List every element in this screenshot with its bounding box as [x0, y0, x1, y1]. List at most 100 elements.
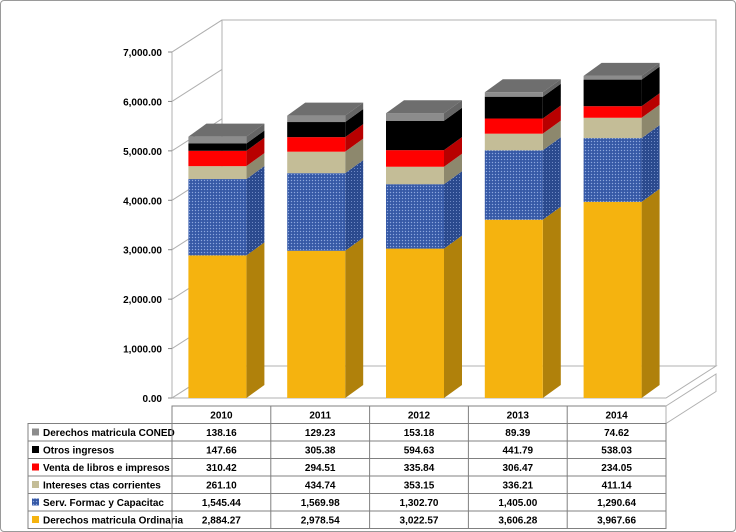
data-value: 147.66 — [206, 446, 237, 457]
bar-top-2012 — [386, 100, 462, 114]
data-value: 89.39 — [505, 428, 530, 439]
data-table: 2010 2011 2012 2013 2014 Derechos matricula C… — [27, 373, 717, 529]
bar-side-intereses-ctas-corrientes — [641, 104, 660, 139]
bar-side-serv-formac-y-capacitac — [542, 137, 561, 220]
data-value: 538.03 — [601, 446, 632, 457]
data-value: 305.38 — [305, 446, 336, 457]
bar-side-derechos-matricula-ordinaria — [444, 235, 462, 398]
bar-2011-intereses-ctas-corrientes — [287, 151, 346, 174]
bar-2013-serv-formac-y-capacitac — [484, 150, 543, 220]
data-value: 153.18 — [404, 428, 435, 439]
data-value: 335.84 — [404, 463, 435, 474]
data-value: 434.74 — [305, 481, 336, 492]
y-tick-label: 1,000.00 — [123, 345, 162, 356]
bar-top-2013 — [484, 79, 561, 93]
bar-2010-intereses-ctas-corrientes — [188, 166, 247, 180]
bar-side-derechos-matricula-ordinaria — [641, 188, 660, 398]
bar-stack-2014 — [583, 62, 660, 398]
category-label: 2012 — [408, 411, 431, 422]
legend-label: Derechos matricula CONED — [43, 428, 175, 439]
bar-2014-derechos-matricula-coned — [583, 75, 642, 80]
bar-2012-serv-formac-y-capacitac — [386, 184, 444, 249]
bar-2010-otros-ingresos — [188, 143, 247, 151]
bar-side-venta-de-libros-e-impresos — [246, 137, 265, 167]
bar-2014-intereses-ctas-corrientes — [583, 117, 642, 139]
bar-2012-intereses-ctas-corrientes — [386, 166, 444, 185]
bar-stack-2010 — [188, 123, 265, 398]
y-grid-line — [171, 69, 223, 102]
bar-2011-venta-de-libros-e-impresos — [287, 137, 346, 152]
bar-2013-venta-de-libros-e-impresos — [484, 118, 543, 134]
data-value: 294.51 — [305, 463, 336, 474]
data-value: 2,884.27 — [202, 516, 241, 527]
category-label: 2013 — [507, 411, 530, 422]
bar-side-otros-ingresos — [246, 130, 265, 151]
bar-side-derechos-matricula-coned — [246, 123, 265, 144]
bar-2011-derechos-matricula-ordinaria — [287, 250, 346, 398]
bar-side-intereses-ctas-corrientes — [345, 138, 364, 174]
bar-side-otros-ingresos — [345, 109, 364, 138]
bar-side-otros-ingresos — [444, 107, 462, 151]
bar-2011-serv-formac-y-capacitac — [287, 173, 346, 251]
bar-2011-derechos-matricula-coned — [287, 115, 346, 123]
data-value: 1,545.44 — [202, 498, 241, 509]
bar-side-derechos-matricula-ordinaria — [345, 237, 364, 398]
data-value: 2,978.54 — [301, 516, 340, 527]
bar-side-intereses-ctas-corrientes — [444, 153, 462, 185]
bar-stack-2013 — [484, 79, 561, 398]
y-tick-label: 3,000.00 — [123, 246, 162, 257]
legend-swatch — [32, 516, 39, 523]
bar-side-derechos-matricula-coned — [444, 100, 462, 121]
bar-2010-derechos-matricula-ordinaria — [188, 255, 247, 398]
y-tick-label: 0.00 — [143, 394, 163, 405]
bar-side-derechos-matricula-ordinaria — [542, 206, 561, 398]
bar-2010-serv-formac-y-capacitac — [188, 179, 247, 256]
bar-top-2014 — [583, 62, 660, 76]
bar-side-intereses-ctas-corrientes — [246, 153, 265, 180]
data-value: 594.63 — [404, 446, 435, 457]
bar-2012-otros-ingresos — [386, 120, 444, 151]
bar-side-derechos-matricula-coned — [641, 62, 660, 80]
bar-2012-derechos-matricula-ordinaria — [386, 248, 444, 398]
data-value: 1,569.98 — [301, 498, 340, 509]
bar-top-2010 — [188, 123, 265, 137]
bar-side-derechos-matricula-coned — [542, 79, 561, 97]
data-value: 353.15 — [404, 481, 435, 492]
floor-edge — [665, 373, 717, 425]
bar-top-2011 — [287, 102, 364, 116]
category-label: 2010 — [210, 411, 233, 422]
legend-swatch — [32, 481, 39, 488]
legend-label: Venta de libros e impresos — [43, 463, 170, 474]
y-tick-label: 4,000.00 — [123, 196, 162, 207]
legend-label: Intereses ctas corrientes — [43, 481, 161, 492]
table-row — [27, 440, 667, 459]
bar-side-intereses-ctas-corrientes — [542, 120, 561, 151]
bar-2012-derechos-matricula-coned — [386, 113, 444, 121]
bar-2014-venta-de-libros-e-impresos — [583, 106, 642, 118]
legend-label: Serv. Formac y Capacitac — [43, 498, 164, 509]
data-value: 3,606.28 — [498, 516, 537, 527]
bar-side-serv-formac-y-capacitac — [345, 160, 364, 251]
bar-2014-derechos-matricula-ordinaria — [583, 201, 642, 398]
bar-stack-2012 — [386, 100, 462, 398]
bar-side-serv-formac-y-capacitac — [246, 166, 265, 256]
bar-side-venta-de-libros-e-impresos — [345, 124, 364, 152]
data-value: 411.14 — [602, 481, 632, 492]
data-value: 1,302.70 — [400, 498, 439, 509]
bar-side-venta-de-libros-e-impresos — [641, 93, 660, 118]
data-value: 74.62 — [604, 428, 629, 439]
bar-2010-venta-de-libros-e-impresos — [188, 150, 247, 167]
legend-swatch — [32, 463, 39, 471]
bar-side-otros-ingresos — [542, 83, 561, 119]
bar-2013-intereses-ctas-corrientes — [484, 133, 543, 151]
bar-stack-2011 — [287, 102, 364, 398]
data-value: 261.10 — [206, 481, 237, 492]
bar-side-serv-formac-y-capacitac — [444, 171, 462, 249]
data-value: 336.21 — [503, 481, 534, 492]
bar-side-venta-de-libros-e-impresos — [542, 105, 561, 134]
bar-2013-derechos-matricula-coned — [484, 92, 543, 97]
data-value: 310.42 — [206, 463, 237, 474]
bar-side-serv-formac-y-capacitac — [641, 125, 660, 202]
category-label: 2014 — [605, 411, 628, 422]
data-value: 138.16 — [206, 428, 237, 439]
